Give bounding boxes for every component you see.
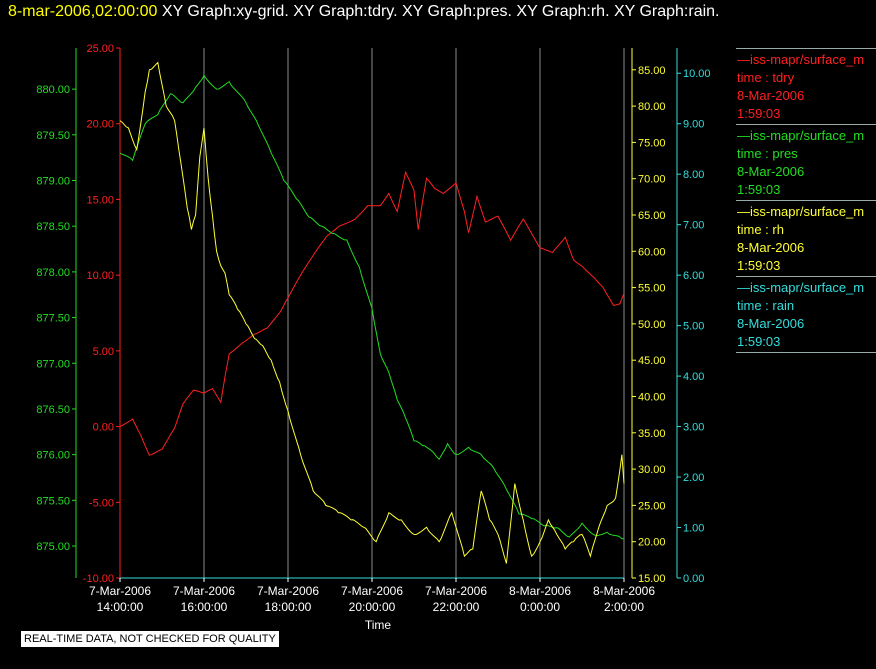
- rain-tick-label: 9.00: [683, 119, 704, 131]
- pres-tick-label: 877.50: [36, 313, 70, 325]
- pres-series-line: [119, 74, 624, 540]
- legend-time: 1:59:03: [737, 106, 781, 121]
- x-tick-date: 7-Mar-2006: [341, 584, 403, 598]
- title-timestamp: 8-mar-2006,02:00:00: [8, 3, 158, 20]
- title-bar: 8-mar-2006,02:00:00 XY Graph:xy-grid. XY…: [8, 3, 720, 21]
- x-tick-date: 7-Mar-2006: [173, 584, 235, 598]
- legend-entry-tdry: —iss-mapr/surface_m time : tdry 8-Mar-20…: [736, 48, 876, 123]
- tdry-tick-label: 5.00: [93, 346, 114, 358]
- legend-entry-pres: —iss-mapr/surface_m time : pres 8-Mar-20…: [736, 124, 876, 199]
- pres-tick-label: 877.00: [36, 358, 70, 370]
- rh-tick-label: 30.00: [638, 464, 666, 476]
- legend-date: 8-Mar-2006: [737, 240, 805, 255]
- legend-series-name: —iss-mapr/surface_m: [737, 52, 865, 67]
- legend: —iss-mapr/surface_m time : tdry 8-Mar-20…: [736, 48, 876, 356]
- rain-tick-label: 7.00: [683, 220, 704, 232]
- legend-time: 1:59:03: [737, 258, 781, 273]
- x-tick-date: 7-Mar-2006: [89, 584, 151, 598]
- x-tick-time: 16:00:00: [181, 600, 228, 614]
- pres-tick-label: 876.00: [36, 450, 70, 462]
- tdry-tick-label: -10.00: [83, 573, 114, 585]
- pres-tick-label: 879.00: [36, 176, 70, 188]
- x-tick-time: 22:00:00: [433, 600, 480, 614]
- title-graph-list: XY Graph:xy-grid. XY Graph:tdry. XY Grap…: [161, 3, 720, 20]
- legend-date: 8-Mar-2006: [737, 164, 805, 179]
- x-tick-date: 8-Mar-2006: [509, 584, 571, 598]
- rain-tick-label: 2.00: [683, 472, 704, 484]
- pres-tick-label: 880.00: [36, 84, 70, 96]
- x-axis: 7-Mar-2006 14:00:00 7-Mar-2006 16:00:00 7-Ma…: [89, 577, 655, 632]
- tdry-tick-label: -5.00: [89, 497, 114, 509]
- legend-time: 1:59:03: [737, 334, 781, 349]
- tdry-tick-label: 20.00: [86, 119, 114, 131]
- legend-time: 1:59:03: [737, 182, 781, 197]
- pres-tick-label: 878.00: [36, 267, 70, 279]
- x-tick-date: 8-Mar-2006: [593, 584, 655, 598]
- x-tick-time: 14:00:00: [97, 600, 144, 614]
- rh-tick-label: 20.00: [638, 537, 666, 549]
- legend-entry-rh: —iss-mapr/surface_m time : rh 8-Mar-2006…: [736, 200, 876, 275]
- rain-tick-label: 1.00: [683, 523, 704, 535]
- x-tick-time: 0:00:00: [520, 600, 560, 614]
- tdry-tick-label: 10.00: [86, 270, 114, 282]
- legend-series-name: —iss-mapr/surface_m: [737, 280, 865, 295]
- grid-lines: [119, 48, 625, 578]
- pres-tick-label: 876.50: [36, 404, 70, 416]
- legend-field: time : pres: [737, 146, 798, 161]
- y-axes: -10.00 -5.00 0.00 5.00 10.00 15.00 20.00 25.00 8…: [36, 43, 710, 585]
- rh-tick-label: 25.00: [638, 500, 666, 512]
- rh-tick-label: 85.00: [638, 65, 666, 77]
- rain-tick-label: 10.00: [683, 68, 711, 80]
- pres-tick-label: 879.50: [36, 130, 70, 142]
- rh-tick-label: 60.00: [638, 246, 666, 258]
- rh-tick-label: 65.00: [638, 210, 666, 222]
- rh-tick-label: 70.00: [638, 174, 666, 186]
- legend-field: time : tdry: [737, 70, 795, 85]
- rh-tick-label: 80.00: [638, 101, 666, 113]
- rain-tick-label: 0.00: [683, 573, 704, 585]
- rh-tick-label: 55.00: [638, 283, 666, 295]
- tdry-tick-label: 25.00: [86, 43, 114, 55]
- pres-tick-label: 878.50: [36, 221, 70, 233]
- quality-notice: REAL-TIME DATA, NOT CHECKED FOR QUALITY: [21, 631, 279, 647]
- legend-field: time : rh: [737, 222, 784, 237]
- rain-tick-label: 5.00: [683, 321, 704, 333]
- pres-tick-label: 875.00: [36, 541, 70, 553]
- x-tick-time: 18:00:00: [265, 600, 312, 614]
- rain-tick-label: 3.00: [683, 422, 704, 434]
- tdry-tick-label: 0.00: [93, 422, 114, 434]
- x-tick-date: 7-Mar-2006: [257, 584, 319, 598]
- tdry-tick-label: 15.00: [86, 194, 114, 206]
- rh-tick-label: 75.00: [638, 137, 666, 149]
- legend-series-name: —iss-mapr/surface_m: [737, 128, 865, 143]
- x-tick-time: 2:00:00: [604, 600, 644, 614]
- tdry-series-line: [119, 170, 625, 456]
- rain-tick-label: 8.00: [683, 169, 704, 181]
- legend-entry-rain: —iss-mapr/surface_m time : rain 8-Mar-20…: [736, 276, 876, 351]
- legend-date: 8-Mar-2006: [737, 88, 805, 103]
- rh-series-line: [119, 61, 625, 564]
- x-axis-label: Time: [365, 618, 392, 632]
- rh-tick-label: 50.00: [638, 319, 666, 331]
- legend-end-rule: [736, 352, 876, 355]
- pres-tick-label: 875.50: [36, 495, 70, 507]
- x-tick-time: 20:00:00: [349, 600, 396, 614]
- rain-tick-label: 6.00: [683, 270, 704, 282]
- rh-tick-label: 15.00: [638, 573, 666, 585]
- legend-date: 8-Mar-2006: [737, 316, 805, 331]
- rh-tick-label: 45.00: [638, 355, 666, 367]
- legend-field: time : rain: [737, 298, 795, 313]
- rain-tick-label: 4.00: [683, 371, 704, 383]
- x-tick-date: 7-Mar-2006: [425, 584, 487, 598]
- rh-tick-label: 40.00: [638, 391, 666, 403]
- rh-tick-label: 35.00: [638, 428, 666, 440]
- legend-series-name: —iss-mapr/surface_m: [737, 204, 865, 219]
